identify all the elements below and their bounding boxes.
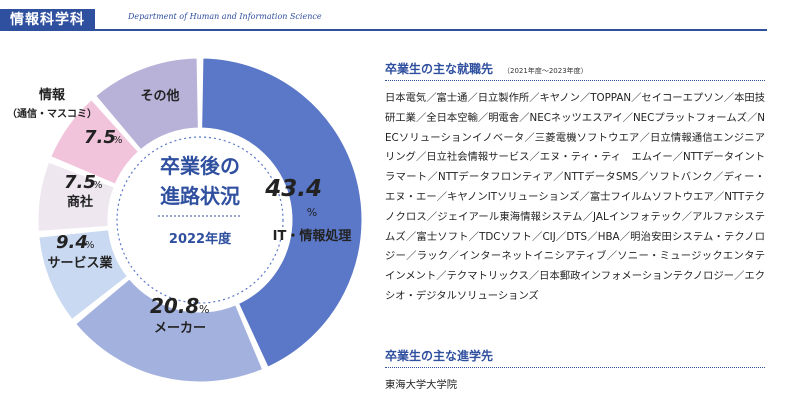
donut-hole [108,128,292,312]
center-year: 2022年度 [169,231,232,247]
slice-unit-it: % [307,206,317,219]
slice-unit-trading: % [93,180,103,191]
slice-unit-service: % [85,240,95,251]
slice-value-it: 43.4 [264,176,322,202]
slice-label-trading: 商社 [67,194,93,210]
slice-label-maker: メーカー [154,321,206,336]
grad-school-section: 卒業生の主な進学先 東海大学大学院 [385,345,765,396]
jobs-period-note: （2021年度〜2023年度） [503,67,588,75]
department-english-name: Department of Human and Information Scie… [128,12,322,21]
career-donut-chart: 卒業後の 進路状況 2022年度 43.4 % IT・情報処理 20.8 % メ… [7,57,363,383]
slice-unit-maker: % [199,303,209,316]
slice-label-info-line2: （通信・マスコミ） [7,107,97,120]
inner-dotted-ring [116,136,284,304]
slice-label-it: IT・情報処理 [273,228,352,244]
donut-slices [37,57,363,383]
jobs-divider [385,80,765,81]
center-title-line2: 進路状況 [160,184,240,208]
jobs-section: 卒業生の主な就職先 （2021年度〜2023年度） 日本電気／富士通／日立製作所／… [385,58,765,307]
department-badge: 情報科学科 [0,9,95,31]
slice-value-trading: 7.5 [64,172,96,193]
slice-value-maker: 20.8 [150,294,199,318]
jobs-list: 日本電気／富士通／日立製作所／キヤノン／TOPPAN／セイコーエプソン／本田技研… [385,92,765,302]
slice-value-info: 7.5 [84,127,116,148]
slice-value-service: 9.4 [56,232,88,253]
jobs-title: 卒業生の主な就職先 [385,62,494,76]
grad-divider [385,367,765,368]
grad-title: 卒業生の主な進学先 [385,349,494,363]
slice-label-info-line1: 情報 [39,87,66,103]
header-rule [0,9,767,31]
slice-label-other: その他 [140,88,179,104]
center-title-line1: 卒業後の [160,154,240,178]
slice-label-service: サービス業 [47,255,113,271]
slice-unit-info: % [113,135,123,146]
grad-list: 東海大学大学院 [385,379,458,391]
